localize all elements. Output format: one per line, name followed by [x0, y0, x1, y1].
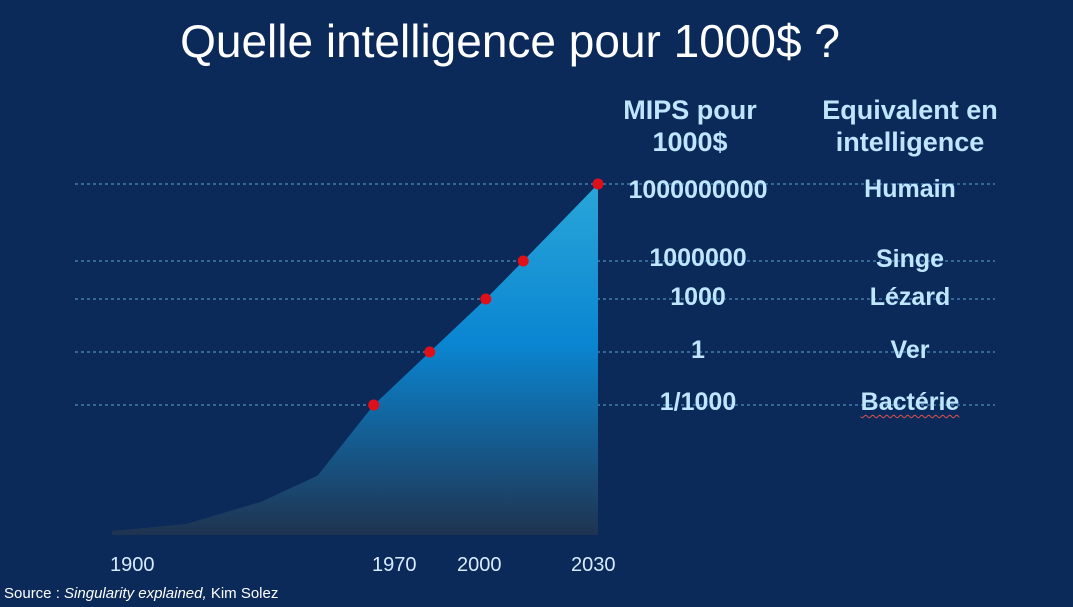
- equivalent-ver: Ver: [890, 336, 930, 364]
- equivalent-singe: Singe: [875, 245, 945, 273]
- data-point-2000: [480, 293, 492, 305]
- slide-title: Quelle intelligence pour 1000$ ?: [180, 15, 840, 67]
- source-author: Kim Solez: [210, 585, 279, 602]
- equivalent-header-line1: Equivalent en: [822, 95, 998, 125]
- mips-value-ver: 1: [691, 336, 705, 364]
- mips-value-bacterie: 1/1000: [659, 388, 737, 416]
- data-point-1985: [424, 346, 436, 358]
- equivalent-bacterie-text: Bactérie: [860, 388, 960, 416]
- mips-column-header: MIPS pour 1000$: [600, 94, 780, 158]
- equivalent-bacterie: Bactérie: [810, 388, 1010, 417]
- equivalent-column-header: Equivalent en intelligence: [810, 94, 1010, 158]
- data-point-2010: [517, 255, 529, 267]
- mips-value-singe: 1000000: [649, 244, 747, 272]
- x-tick-1900: 1900: [110, 554, 155, 576]
- mips-value-lezard: 1000: [670, 283, 726, 311]
- mips-header-line1: MIPS pour: [623, 95, 757, 125]
- data-point-1970: [368, 399, 380, 411]
- growth-area: [112, 184, 598, 535]
- equivalent-humain: Humain: [864, 175, 956, 203]
- x-tick-2030: 2030: [571, 554, 616, 576]
- mips-value-humain: 1000000000: [628, 176, 768, 204]
- equivalent-header-line2: intelligence: [835, 127, 985, 157]
- source-prefix: Source :: [4, 585, 60, 602]
- x-tick-2000: 2000: [457, 554, 502, 576]
- mips-header-line2: 1000$: [652, 127, 728, 157]
- equivalent-lezard: Lézard: [869, 283, 951, 311]
- source-work: Singularity explained,: [64, 585, 207, 602]
- data-point-2030: [592, 178, 604, 190]
- x-tick-1970: 1970: [372, 554, 417, 576]
- source-citation: Source : Singularity explained, Kim Sole…: [4, 585, 278, 602]
